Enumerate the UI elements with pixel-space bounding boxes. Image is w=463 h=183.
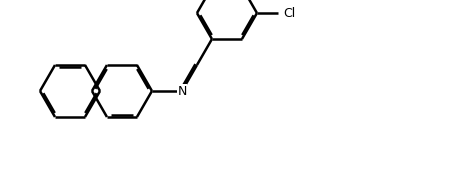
Text: Cl: Cl — [282, 7, 294, 20]
Text: N: N — [177, 85, 186, 98]
